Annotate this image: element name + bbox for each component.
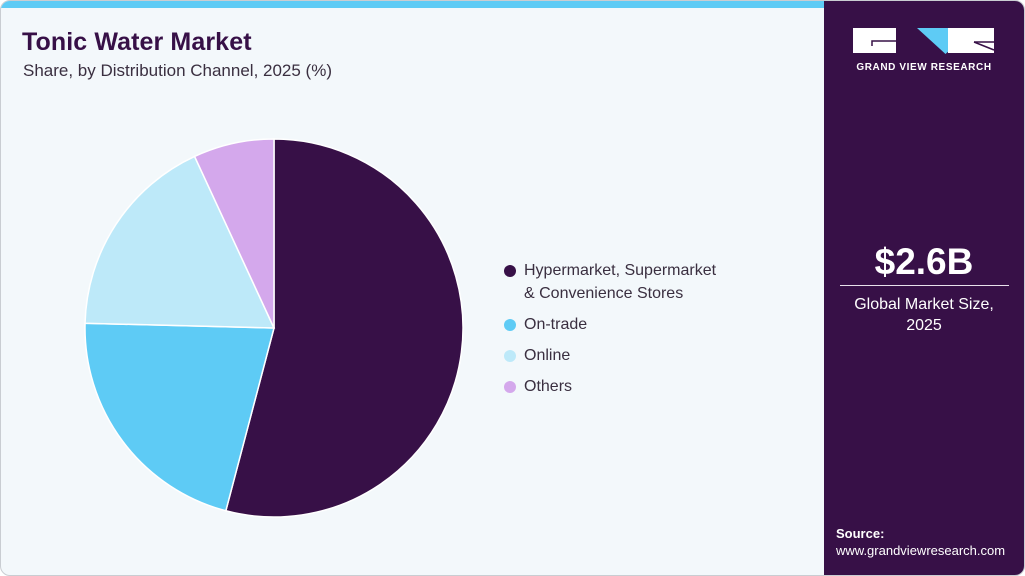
logo-text: GRAND VIEW RESEARCH [856, 62, 992, 73]
pie-slice-2 [84, 155, 276, 329]
market-size-label-line2: 2025 [906, 317, 942, 334]
info-sidebar: GRAND VIEW RESEARCH $2.6B Global Market … [824, 1, 1024, 575]
pie-slice-3 [193, 138, 275, 329]
legend-dot-icon [504, 319, 516, 331]
pie-chart [84, 138, 464, 518]
legend-label-line2: & Convenience Stores [524, 285, 684, 302]
legend-label: Hypermarket, Supermarket [524, 262, 717, 279]
legend-item-online: Online [504, 344, 716, 367]
legend-item-hypermarket: Hypermarket, Supermarket & Convenience S… [504, 259, 716, 305]
pie-slice-1 [84, 322, 275, 512]
chart-title: Tonic Water Market [22, 28, 252, 56]
market-size-value: $2.6B [874, 241, 974, 282]
legend-item-on-trade: On-trade [504, 313, 716, 336]
pie-slice-0 [224, 138, 464, 518]
legend-label: On-trade [524, 316, 588, 333]
divider [840, 285, 1009, 286]
accent-bar [1, 1, 824, 8]
legend-dot-icon [504, 350, 516, 362]
legend-item-others: Others [504, 375, 716, 398]
legend: Hypermarket, Supermarket & Convenience S… [504, 259, 716, 406]
chart-subtitle: Share, by Distribution Channel, 2025 (%) [23, 61, 332, 80]
legend-label: Online [524, 347, 571, 364]
chart-panel: Tonic Water Market Share, by Distributio… [1, 1, 824, 575]
legend-dot-icon [504, 381, 516, 393]
legend-dot-icon [504, 265, 516, 277]
source-link[interactable]: www.grandviewresearch.com [836, 543, 1006, 558]
market-size-label-line1: Global Market Size, [854, 296, 994, 313]
grand-view-research-logo-icon [853, 28, 995, 54]
source-label: Source: [836, 526, 885, 541]
market-size-label: Global Market Size, 2025 [824, 294, 1024, 336]
legend-label: Others [524, 378, 573, 395]
